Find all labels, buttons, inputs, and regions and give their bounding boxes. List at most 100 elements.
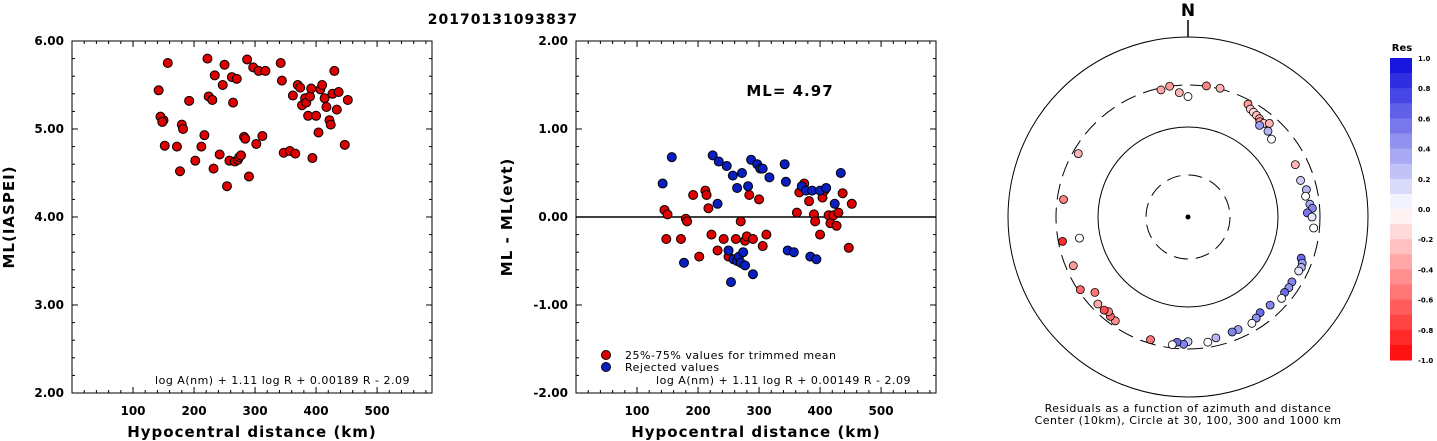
x-tick-label: 400	[304, 404, 329, 418]
data-point	[342, 94, 353, 105]
colorbar-cell	[1390, 163, 1412, 180]
data-point	[329, 65, 340, 76]
data-point	[732, 182, 743, 193]
polar-caption-line-1: Residuals as a function of azimuth and d…	[1045, 402, 1332, 415]
colorbar-cell	[1390, 148, 1412, 165]
residual-point	[1099, 305, 1109, 315]
data-point	[236, 150, 247, 161]
colorbar-cell	[1390, 193, 1412, 210]
colorbar-cell	[1390, 269, 1412, 285]
colorbar-cells	[1390, 58, 1412, 361]
y-tick-label: -2.00	[533, 386, 568, 400]
middle-x-axis-label: Hypocentral distance (km)	[631, 423, 881, 441]
data-point	[306, 83, 317, 94]
left-formula: log A(nm) + 1.11 log R + 0.00189 R - 2.0…	[155, 374, 410, 387]
residual-point	[1174, 88, 1184, 98]
colorbar-tick-label: -0.2	[1418, 236, 1433, 244]
residual-point	[1263, 126, 1273, 136]
residual-point	[1255, 120, 1264, 130]
data-point	[738, 247, 749, 258]
residual-point	[1165, 81, 1175, 91]
residual-point	[1211, 333, 1221, 343]
data-point	[209, 70, 220, 81]
data-point	[178, 124, 189, 134]
data-point	[251, 138, 262, 149]
data-point	[821, 182, 832, 193]
colorbar-cell	[1390, 103, 1412, 119]
data-point	[791, 207, 802, 218]
data-point	[157, 116, 168, 127]
ring-300km	[1055, 84, 1321, 350]
colorbar-tick-label: 1.0	[1418, 55, 1431, 63]
data-point	[240, 133, 251, 144]
data-point	[707, 150, 718, 161]
colorbar-cell	[1390, 329, 1412, 346]
data-point	[735, 216, 746, 227]
data-point	[214, 149, 225, 160]
colorbar-tick-label: 0.0	[1418, 206, 1431, 214]
middle-x-axis: 100 200 300 400 500	[587, 41, 931, 418]
colorbar-cell	[1390, 299, 1412, 316]
y-tick-label: 2.00	[34, 386, 64, 400]
data-point	[718, 234, 729, 244]
data-point	[682, 216, 693, 227]
data-point	[317, 80, 328, 90]
data-point	[662, 209, 673, 220]
residual-point	[1301, 191, 1310, 201]
residual-point	[1227, 327, 1237, 337]
y-tick-label: 0.00	[538, 210, 568, 224]
left-plot-frame	[71, 40, 433, 394]
colorbar-cell	[1390, 284, 1412, 301]
residual-point	[1058, 236, 1067, 246]
data-point	[831, 220, 842, 231]
middle-y-axis-label: ML - ML(evt)	[498, 158, 516, 276]
data-point	[835, 168, 846, 178]
data-point	[829, 198, 840, 209]
data-point	[688, 190, 699, 200]
colorbar: Res 1.0 0.8 0.6 0.4 0.2 0.0 -0.2 -0.4 -0.6 -0.8 -1…	[1390, 43, 1433, 365]
data-point	[321, 102, 332, 112]
data-point	[331, 104, 342, 115]
legend-label-rejected: Rejected values	[625, 361, 720, 374]
data-point	[666, 152, 677, 163]
data-point	[723, 245, 734, 256]
x-tick-label: 300	[243, 404, 268, 418]
data-point	[153, 85, 164, 96]
data-point	[757, 163, 768, 174]
left-panel: 100 200 300 400 500 2.00 3.00 4.00 5.00 6.00 log…	[0, 34, 433, 441]
ring-30km	[1145, 174, 1231, 260]
data-point	[275, 58, 286, 68]
colorbar-tick-label: 0.8	[1418, 85, 1431, 93]
colorbar-tick-label: 0.4	[1418, 146, 1431, 154]
data-point	[242, 54, 253, 65]
data-point	[747, 269, 758, 280]
data-point	[339, 139, 350, 150]
residual-point	[1296, 176, 1305, 185]
data-point	[846, 198, 857, 209]
x-tick-label: 500	[869, 404, 894, 418]
data-point	[257, 131, 268, 142]
data-point	[815, 229, 826, 240]
data-point	[754, 194, 765, 205]
left-y-axis-label: ML(IASPEI)	[0, 165, 18, 268]
residual-point	[1203, 337, 1213, 347]
data-point	[199, 130, 210, 141]
data-point	[712, 245, 723, 256]
ml-annotation: ML= 4.97	[746, 82, 833, 100]
data-point	[208, 163, 219, 174]
data-point	[260, 65, 271, 76]
data-point	[307, 153, 318, 164]
data-point	[721, 160, 732, 171]
residual-point	[1090, 288, 1100, 297]
ring-100km	[1097, 126, 1279, 308]
data-point	[736, 168, 747, 178]
x-tick-label: 100	[120, 404, 145, 418]
colorbar-tick-label: -0.8	[1418, 327, 1433, 335]
residual-point	[1247, 318, 1257, 328]
legend-label-accepted: 25%-75% values for trimmed mean	[625, 349, 837, 362]
data-point	[740, 260, 751, 271]
data-point	[764, 172, 775, 183]
residual-point	[1156, 85, 1166, 95]
x-tick-label: 200	[686, 404, 711, 418]
x-tick-label: 200	[182, 404, 207, 418]
